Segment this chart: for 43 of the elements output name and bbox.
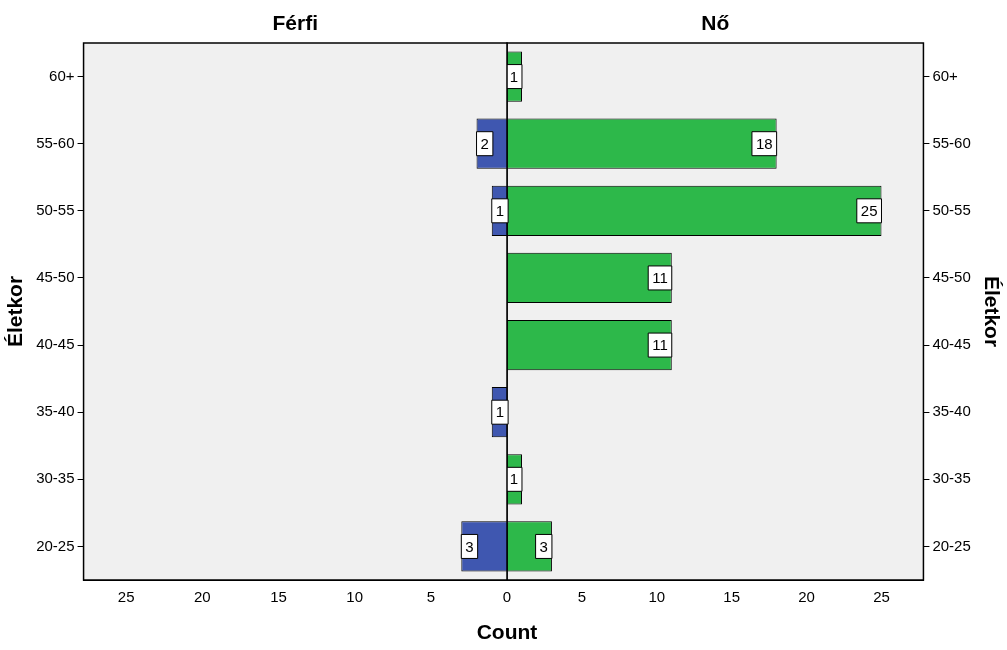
x-tick-label: 15 [723, 588, 741, 606]
x-tick-label: 20 [798, 588, 815, 606]
x-tick-label: 15 [270, 588, 287, 606]
x-tick-label: 10 [648, 588, 666, 606]
y-tick-label: 30-35 [932, 469, 971, 487]
data-label: 1 [495, 403, 505, 421]
data-label: 18 [755, 134, 773, 152]
y-tick-label: 50-55 [932, 200, 971, 218]
data-label: 3 [539, 537, 548, 555]
data-label: 1 [509, 470, 518, 488]
y-tick-label: 60+ [932, 66, 959, 84]
y-tick-label: 45-50 [36, 268, 75, 286]
y-tick-label: 40-45 [932, 335, 971, 353]
y-tick-label: 20-25 [36, 536, 75, 554]
data-label: 11 [652, 336, 668, 354]
y-axis-title: Életkor [3, 275, 27, 348]
y-tick-label: 55-60 [932, 133, 971, 151]
y-axis-title: Életkor [980, 275, 1004, 348]
y-tick-label: 30-35 [36, 469, 75, 487]
chart-title: Nő [701, 10, 730, 34]
x-axis-title: Count [475, 620, 539, 644]
data-label: 3 [465, 537, 474, 555]
y-tick-label: 20-25 [932, 536, 971, 554]
x-tick-label: 10 [346, 588, 364, 606]
y-tick-label: 60+ [49, 66, 75, 84]
x-tick-label: 0 [502, 588, 512, 606]
y-tick-label: 50-55 [36, 200, 75, 218]
data-label: 1 [495, 201, 505, 219]
x-tick-label: 25 [873, 588, 890, 606]
x-tick-label: 5 [426, 588, 436, 606]
y-tick-label: 35-40 [932, 402, 971, 420]
y-tick-label: 40-45 [36, 335, 75, 353]
y-tick-label: 35-40 [36, 402, 75, 420]
y-tick-label: 55-60 [36, 133, 75, 151]
x-tick-label: 20 [194, 588, 211, 606]
data-label: 25 [860, 201, 878, 219]
data-label: 2 [480, 134, 489, 152]
x-tick-label: 25 [117, 588, 135, 606]
x-tick-label: 5 [577, 588, 587, 606]
data-label: 11 [652, 269, 668, 287]
data-label: 1 [509, 67, 518, 85]
chart-title: Férfi [272, 10, 319, 34]
y-tick-label: 45-50 [932, 268, 971, 286]
